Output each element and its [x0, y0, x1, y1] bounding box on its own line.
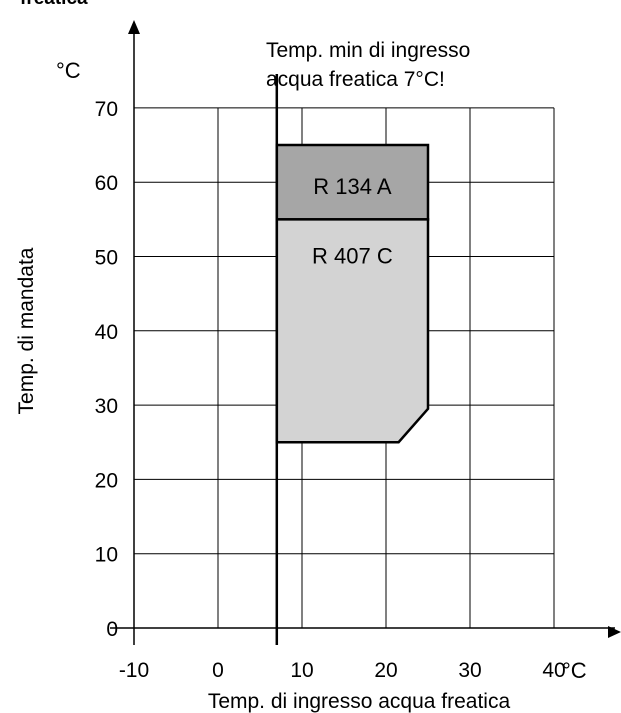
x-tick-label: 10	[290, 659, 313, 682]
x-tick-label: 20	[374, 659, 397, 682]
y-tick-label: 20	[95, 469, 118, 492]
y-tick-label: 10	[95, 544, 118, 567]
x-tick-label: 30	[458, 659, 481, 682]
x-axis-arrow	[608, 626, 621, 638]
x-unit-label: °C	[562, 658, 587, 683]
y-unit-label: °C	[56, 58, 81, 83]
y-tick-label: 60	[95, 172, 118, 195]
min-temp-label-line1: Temp. min di ingresso	[266, 39, 470, 62]
refrigerant-regions: R 134 A R 407 C	[275, 143, 430, 444]
x-tick-label: 40	[542, 659, 565, 682]
y-axis-arrow	[128, 20, 140, 34]
y-tick-label: 70	[95, 98, 118, 121]
y-tick-label: 0	[106, 618, 118, 641]
y-tick-label: 30	[95, 395, 118, 418]
region-label: R 134 A	[313, 174, 392, 199]
chart-title-partial: freatica	[20, 0, 88, 9]
y-axis-title: Temp. di mandata	[15, 247, 38, 414]
y-tick-label: 50	[95, 247, 118, 270]
y-tick-label: 40	[95, 321, 118, 344]
x-tick-label: -10	[119, 659, 149, 682]
axes	[110, 20, 621, 645]
min-temp-label-line2: acqua freatica 7°C!	[266, 68, 445, 91]
x-tick-label: 0	[212, 659, 224, 682]
x-axis-title: Temp. di ingresso acqua freatica	[208, 690, 511, 713]
region-label: R 407 C	[312, 243, 393, 268]
